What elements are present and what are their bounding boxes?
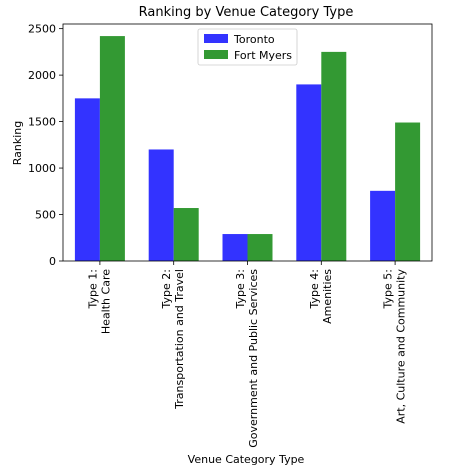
x-tick-label-line: Type 4: bbox=[308, 269, 321, 309]
x-tick-label: Type 3: Government and Public Services bbox=[234, 269, 260, 448]
chart-title: Ranking by Venue Category Type bbox=[139, 5, 354, 20]
x-tick-label-line: Health Care bbox=[99, 269, 112, 334]
bar-toronto-2 bbox=[148, 149, 174, 261]
y-tick-label: 1500 bbox=[28, 116, 56, 129]
bar-fort-myers-5 bbox=[395, 122, 421, 262]
x-tick-label: Type 5: Art, Culture and Community bbox=[382, 269, 408, 424]
x-tick-label-line: Type 3: bbox=[234, 269, 247, 309]
legend-swatch-toronto bbox=[204, 34, 228, 43]
bar-toronto-3 bbox=[222, 234, 248, 261]
x-tick-label-line: Transportation and Travel bbox=[173, 269, 186, 410]
x-tick-label: Type 4: Amenities bbox=[308, 269, 334, 324]
y-tick-label: 2500 bbox=[28, 23, 56, 36]
legend-swatch-fort-myers bbox=[204, 50, 228, 59]
x-tick-label: Type 1: Health Care bbox=[86, 269, 112, 334]
legend-label-toronto: Toronto bbox=[233, 33, 275, 46]
x-tick-label-line: Type 5: bbox=[382, 269, 395, 309]
bar-fort-myers-4 bbox=[321, 51, 347, 261]
y-axis-label: Ranking bbox=[11, 121, 24, 166]
y-tick-label: 1000 bbox=[28, 162, 56, 175]
x-tick-label-line: Type 1: bbox=[86, 269, 99, 309]
legend-label-fort-myers: Fort Myers bbox=[234, 49, 292, 62]
bar-fort-myers-3 bbox=[247, 234, 273, 261]
bar-fort-myers-1 bbox=[99, 36, 125, 261]
bar-toronto-4 bbox=[296, 84, 322, 261]
x-tick-label-line: Amenities bbox=[321, 269, 334, 324]
bar-toronto-5 bbox=[370, 190, 396, 261]
legend: Toronto Fort Myers bbox=[197, 28, 298, 66]
bar-fort-myers-2 bbox=[173, 208, 199, 261]
y-tick-label: 2000 bbox=[28, 69, 56, 82]
x-tick-label: Type 2: Transportation and Travel bbox=[160, 269, 186, 410]
x-tick-label-line: Government and Public Services bbox=[247, 269, 260, 448]
bar-toronto-1 bbox=[74, 98, 100, 262]
x-tick-label-line: Type 2: bbox=[160, 269, 173, 309]
y-tick-label: 0 bbox=[49, 255, 56, 268]
x-axis-label: Venue Category Type bbox=[188, 453, 305, 466]
x-tick-label-line: Art, Culture and Community bbox=[395, 269, 408, 424]
y-tick-label: 500 bbox=[35, 209, 56, 222]
